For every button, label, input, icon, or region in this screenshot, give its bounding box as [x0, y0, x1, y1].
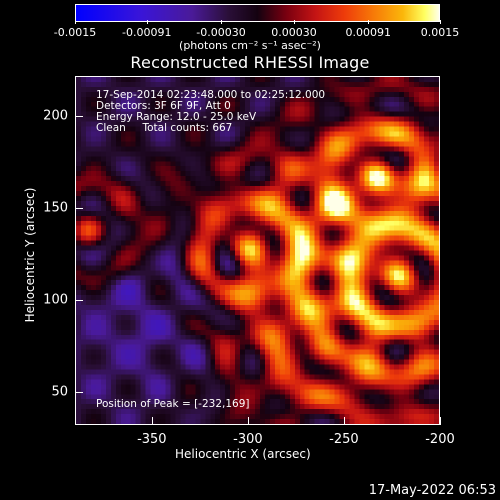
- x-axis-label: Heliocentric X (arcsec): [175, 447, 311, 461]
- colorbar-tick-label: -0.0015: [53, 26, 97, 39]
- colorbar-tick-mark: [75, 20, 76, 24]
- timestamp: 17-May-2022 06:53: [368, 483, 496, 498]
- colorbar-tick-label: 0.0015: [420, 26, 460, 39]
- heatmap-image: [76, 77, 439, 424]
- y-tick-mark: [75, 116, 83, 118]
- annotation-peak: Position of Peak = [-232,169]: [96, 398, 250, 410]
- annotation-time-range: 17-Sep-2014 02:23:48.000 to 02:25:12.000: [96, 89, 326, 101]
- x-tick-label: -250: [329, 432, 359, 447]
- colorbar: [75, 4, 440, 22]
- colorbar-tick-mark: [368, 20, 370, 24]
- x-tick-label: -200: [425, 432, 455, 447]
- y-tick-label: 200: [43, 108, 68, 124]
- annotation-energy: Energy Range: 12.0 - 25.0 keV: [96, 111, 257, 123]
- x-tick-mark: [151, 417, 153, 425]
- y-tick-mark: [75, 391, 83, 393]
- y-tick-label: 100: [43, 292, 68, 308]
- colorbar-tick-mark: [221, 20, 222, 24]
- y-axis-label: Heliocentric Y (arcsec): [23, 187, 37, 323]
- colorbar-tick-label: 0.00030: [271, 26, 317, 39]
- x-tick-mark: [440, 417, 441, 425]
- colorbar-tick-label: -0.00091: [122, 26, 172, 39]
- chart-title: Reconstructed RHESSI Image: [130, 53, 370, 72]
- x-tick-mark: [343, 417, 345, 425]
- colorbar-gradient: [76, 5, 439, 21]
- annotation-method: Clean Total counts: 667: [96, 122, 233, 134]
- y-tick-mark: [75, 300, 83, 302]
- y-tick-mark: [75, 208, 83, 210]
- plot-area: [75, 76, 440, 425]
- y-tick-label: 150: [43, 200, 68, 216]
- colorbar-tick-label: 0.00091: [345, 26, 391, 39]
- colorbar-tick-mark: [146, 20, 148, 24]
- colorbar-tick-label: -0.00030: [196, 26, 246, 39]
- annotation-detectors: Detectors: 3F 6F 9F, Att 0: [96, 100, 231, 112]
- x-tick-label: -350: [137, 432, 167, 447]
- x-tick-label: -300: [233, 432, 263, 447]
- colorbar-unit-label: (photons cm⁻² s⁻¹ asec⁻²): [179, 39, 321, 52]
- colorbar-tick-mark: [440, 20, 441, 24]
- y-tick-label: 50: [51, 384, 68, 400]
- colorbar-tick-mark: [294, 20, 295, 24]
- x-tick-mark: [247, 417, 249, 425]
